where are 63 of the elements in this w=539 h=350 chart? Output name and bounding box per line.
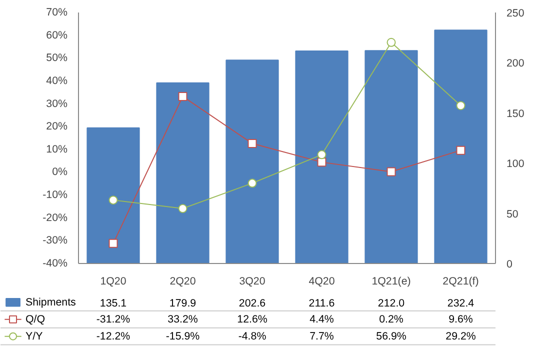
- data-label: 202.6: [238, 297, 266, 310]
- data-label: 7.7%: [310, 330, 334, 342]
- y-tick-label: 70%: [46, 6, 68, 18]
- y-tick-label: 30%: [46, 98, 68, 110]
- x-tick-label: 2Q21(f): [442, 276, 479, 288]
- y2-tick-label: 250: [506, 8, 524, 20]
- data-label: 211.6: [308, 297, 335, 310]
- legend-label: Y/Y: [26, 330, 43, 342]
- legend-label: Shipments: [26, 296, 76, 308]
- y2-tick-label: 0: [506, 258, 512, 270]
- data-label: 212.0: [378, 297, 405, 310]
- y2-tick-label: 150: [506, 108, 524, 120]
- legend-label: Q/Q: [26, 313, 46, 326]
- point: [456, 146, 466, 155]
- x-tick-label: 1Q21(e): [372, 276, 411, 288]
- bar: [226, 60, 279, 264]
- point: [108, 196, 118, 205]
- x-tick-label: 4Q20: [308, 276, 335, 288]
- point: [248, 178, 257, 188]
- point: [386, 167, 396, 176]
- y2-tick-label: 100: [506, 158, 524, 170]
- point: [386, 38, 396, 47]
- bar: [434, 30, 488, 264]
- data-label: 9.6%: [448, 313, 474, 326]
- y-tick-label: -30%: [42, 234, 68, 247]
- y-tick-label: 20%: [46, 120, 68, 133]
- bar: [86, 127, 140, 264]
- data-label: -4.8%: [238, 330, 267, 342]
- y-tick-label: 50%: [46, 52, 68, 64]
- data-label: -31.2%: [96, 313, 131, 326]
- x-tick-label: 3Q20: [239, 276, 266, 288]
- data-label: 56.9%: [376, 330, 407, 342]
- y-tick-label: -10%: [42, 189, 68, 202]
- point: [178, 204, 188, 213]
- y-tick-label: 60%: [46, 29, 68, 42]
- data-label: -15.9%: [166, 330, 200, 342]
- data-label: 179.9: [169, 297, 196, 310]
- data-label: 4.4%: [310, 313, 334, 326]
- x-tick-label: 2Q20: [170, 276, 196, 288]
- bar: [295, 50, 348, 264]
- data-label: 232.4: [447, 297, 474, 310]
- point: [108, 238, 118, 248]
- point: [248, 138, 257, 148]
- y-tick-label: 0%: [52, 166, 68, 178]
- data-label: 29.2%: [446, 330, 476, 342]
- y-tick-label: -20%: [42, 212, 68, 224]
- y-tick-label: 10%: [46, 143, 68, 156]
- bar: [364, 50, 418, 264]
- data-label: -12.2%: [96, 330, 131, 342]
- point: [317, 150, 326, 160]
- y2-tick-label: 200: [506, 58, 524, 70]
- y2-tick-label: 50: [506, 208, 518, 220]
- data-label: 33.2%: [168, 313, 198, 326]
- data-label: 0.2%: [379, 313, 404, 326]
- x-tick-label: 1Q20: [100, 276, 126, 288]
- data-label: 12.6%: [237, 313, 268, 326]
- point: [317, 158, 326, 167]
- y-tick-label: 40%: [46, 74, 68, 87]
- bar: [156, 82, 210, 264]
- y-tick-label: -40%: [42, 258, 68, 270]
- data-label: 135.1: [100, 297, 127, 310]
- point: [178, 92, 188, 101]
- point: [456, 101, 466, 110]
